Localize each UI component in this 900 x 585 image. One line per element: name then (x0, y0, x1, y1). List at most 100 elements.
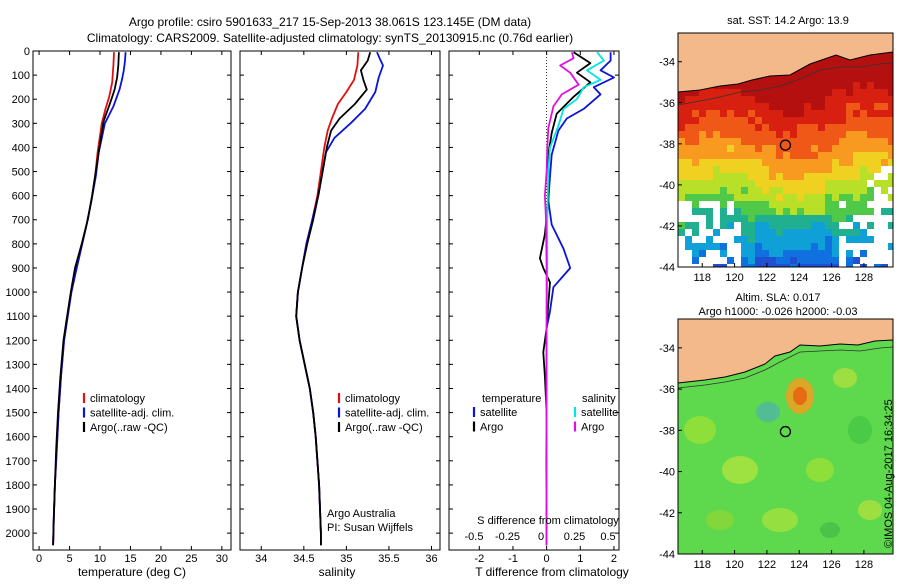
depth-tick-label: 300 (12, 118, 30, 130)
longitude-tick-label: 126 (822, 559, 840, 571)
legend-item: Argo(..raw -QC) (90, 422, 168, 434)
longitude-tick-label: 118 (693, 272, 711, 284)
latitude-tick-label: -34 (659, 57, 675, 69)
depth-tick-label: 1600 (6, 432, 30, 444)
sst-map-frame (677, 32, 894, 268)
sst-map-image (678, 33, 893, 267)
t-difference-xlabel: T difference from climatology (475, 565, 629, 579)
legend-title-temperature: temperature (482, 393, 541, 405)
legend-title-salinity: salinity (582, 393, 616, 405)
depth-tick-label: 1000 (6, 287, 30, 299)
shelf-contour (678, 62, 893, 106)
sla-map-axes: 118 120 122 124 126 128 -34 -36 -38 -40 -42 -44 (659, 343, 873, 571)
salinity-difference-scale: -0.5 -0.25 0 0.25 0.5 (465, 531, 616, 543)
depth-tick-label: 1800 (6, 480, 30, 492)
depth-tick-label: 1300 (6, 359, 30, 371)
argo-australia-label: Argo Australia (327, 508, 396, 520)
latitude-tick-label: -38 (659, 139, 675, 151)
temperature-axes-frame (32, 50, 232, 551)
difference-depth-ticks (449, 50, 619, 534)
difference-lines (539, 51, 615, 546)
x-tick-label: 5 (66, 553, 72, 565)
latitude-tick-label: -36 (659, 98, 675, 110)
s-difference-tick-label: 0.25 (564, 531, 585, 543)
depth-tick-label: 1400 (6, 383, 30, 395)
depth-tick-label: 2000 (6, 528, 30, 540)
latitude-tick-label: -40 (659, 180, 675, 192)
depth-tick-label: 1200 (6, 335, 30, 347)
depth-tick-label: 1700 (6, 456, 30, 468)
longitude-tick-label: 122 (758, 559, 776, 571)
sla-map-title-line2: Argo h1000: -0.026 h2000: -0.03 (698, 306, 857, 318)
argo-location-marker (779, 425, 792, 438)
temperature-x-axis: 0 5 10 15 20 25 30 (36, 51, 228, 565)
legend-item: climatology (90, 393, 146, 405)
salinity-depth-ticks (240, 50, 440, 534)
longitude-tick-label: 120 (725, 559, 743, 571)
legend-item: satellite-adj. clim. (90, 408, 174, 420)
x-tick-label: -2 (474, 553, 484, 565)
latitude-tick-label: -44 (659, 549, 675, 561)
sst-map-title: sat. SST: 14.2 Argo: 13.9 (727, 15, 849, 27)
latitude-tick-label: -42 (659, 221, 675, 233)
x-tick-label: 35 (340, 553, 352, 565)
x-tick-label: 0 (36, 553, 42, 565)
salinity-panel: 34 34.5 35 35.5 36 climatology satellite-adj.… (239, 50, 441, 579)
latitude-tick-label: -34 (659, 343, 675, 355)
latitude-tick-label: -44 (659, 262, 675, 274)
series-line (545, 52, 615, 546)
latitude-tick-label: -40 (659, 467, 675, 479)
x-tick-label: 36 (425, 553, 437, 565)
x-tick-label: 2 (611, 553, 617, 565)
depth-tick-label: 700 (12, 215, 30, 227)
depth-tick-label: 400 (12, 142, 30, 154)
difference-axes-frame (448, 50, 620, 551)
longitude-tick-label: 128 (855, 272, 873, 284)
depth-tick-label: 1100 (6, 311, 30, 323)
series-line (544, 51, 580, 546)
longitude-tick-label: 120 (725, 272, 743, 284)
pi-label: PI: Susan Wijffels (327, 522, 413, 534)
s-difference-tick-label: -0.5 (465, 531, 484, 543)
series-line (52, 52, 120, 546)
sla-map-frame (677, 318, 894, 555)
x-tick-label: 20 (155, 553, 167, 565)
x-tick-label: 15 (124, 553, 136, 565)
legend-item: satellite-adj. clim. (345, 408, 429, 420)
legend-item: climatology (345, 393, 401, 405)
coastline (678, 339, 893, 384)
figure-title-line1: Argo profile: csiro 5901633_217 15-Sep-2… (129, 15, 531, 29)
s-difference-tick-label: -0.25 (495, 531, 520, 543)
depth-tick-label: 100 (12, 70, 30, 82)
latitude-tick-label: -42 (659, 508, 675, 520)
x-tick-label: 1 (577, 553, 583, 565)
s-difference-tick-label: 0 (538, 531, 544, 543)
latitude-tick-label: -38 (659, 425, 675, 437)
s-difference-label: S difference from climatology (477, 515, 619, 527)
difference-panel: -2 -1 0 1 2 temperature salinity satellite Argo… (448, 50, 629, 579)
legend-item: Argo (480, 422, 503, 434)
argo-location-marker (779, 139, 792, 151)
depth-tick-label: 1900 (6, 504, 30, 516)
coastline (678, 51, 893, 93)
x-tick-label: 34 (255, 553, 267, 565)
depth-tick-label: 0 (24, 46, 30, 58)
land-mass (678, 319, 893, 383)
legend-item: Argo (581, 422, 604, 434)
legend-item: Argo(..raw -QC) (345, 422, 423, 434)
temperature-panel: 0100200300400500600700800900100011001200… (6, 46, 232, 579)
legend-item: satellite (581, 407, 618, 419)
temperature-lines (52, 52, 127, 546)
salinity-x-axis: 34 34.5 35 35.5 36 (255, 51, 438, 565)
sst-map-axes: 118 120 122 124 126 128 -34 -36 -38 -40 -42 -44 (659, 57, 873, 284)
salinity-axes-frame (239, 50, 441, 551)
figure-title-line2: Climatology: CARS2009. Satellite-adjuste… (87, 31, 573, 45)
salinity-legend: climatology satellite-adj. clim. Argo(..ra… (337, 393, 429, 434)
sla-map-title-line1: Altim. SLA: 0.017 (736, 292, 821, 304)
x-tick-label: 25 (185, 553, 197, 565)
x-tick-label: 30 (216, 553, 228, 565)
difference-legend: temperature salinity satellite Argo satellit… (472, 393, 618, 434)
longitude-tick-label: 126 (822, 272, 840, 284)
sst-map-panel: sat. SST: 14.2 Argo: 13.9 118 120 122 124 12… (659, 15, 894, 284)
